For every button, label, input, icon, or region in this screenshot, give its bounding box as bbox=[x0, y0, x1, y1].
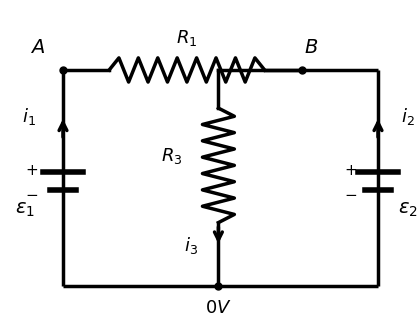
Text: $A$: $A$ bbox=[30, 39, 45, 57]
Text: $\varepsilon_1$: $\varepsilon_1$ bbox=[15, 201, 35, 219]
Text: $+$: $+$ bbox=[25, 163, 38, 178]
Text: $i_3$: $i_3$ bbox=[184, 235, 198, 256]
Text: $B$: $B$ bbox=[304, 39, 318, 57]
Text: $R_3$: $R_3$ bbox=[161, 146, 183, 166]
Text: $0V$: $0V$ bbox=[205, 300, 232, 317]
Text: $-$: $-$ bbox=[25, 186, 38, 201]
Text: $+$: $+$ bbox=[344, 163, 357, 178]
Text: $\varepsilon_2$: $\varepsilon_2$ bbox=[397, 201, 417, 219]
Text: $i_1$: $i_1$ bbox=[22, 106, 37, 127]
Text: $-$: $-$ bbox=[344, 186, 357, 201]
Text: $R_1$: $R_1$ bbox=[176, 28, 197, 48]
Text: $i_2$: $i_2$ bbox=[401, 106, 414, 127]
